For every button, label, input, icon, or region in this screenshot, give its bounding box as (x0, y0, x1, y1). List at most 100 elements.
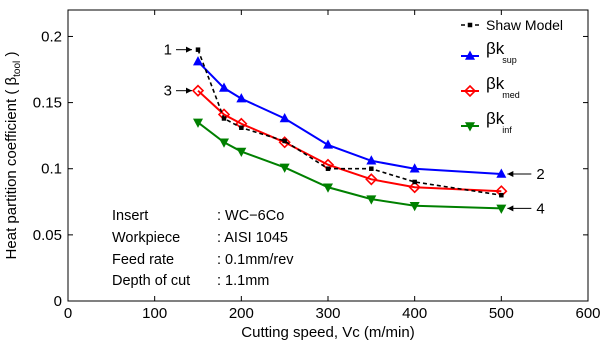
series-line (197, 60, 502, 176)
callout-3: 3 (164, 83, 192, 100)
series-line (197, 89, 502, 193)
legend-swatch-marker (465, 122, 475, 132)
info-row: Workpiece : AISI 1045 (112, 230, 288, 246)
legend-label-main: βk (486, 74, 505, 93)
callout-arrowhead (186, 87, 192, 94)
y-tick-label: 0.2 (41, 28, 62, 45)
series-line (197, 49, 502, 196)
callout-2: 2 (507, 166, 545, 183)
legend-item-2: βk med (461, 74, 520, 100)
info-row: Feed rate : 0.1mm/rev (112, 252, 294, 268)
data-point (323, 139, 333, 149)
y-tick-label: 0 (54, 293, 62, 310)
info-key: Depth of cut (112, 273, 190, 289)
callout-label: 1 (164, 42, 172, 59)
legend-item-1: βk sup (461, 39, 517, 65)
data-point (365, 173, 378, 186)
series-1 (193, 56, 507, 178)
annotations: 1 3 2 4 (164, 42, 545, 218)
data-point (408, 181, 421, 194)
info-row: Insert : WC−6Co (112, 208, 284, 224)
data-point (496, 168, 507, 178)
y-tick-label: 0.1 (41, 161, 62, 178)
data-point (239, 125, 244, 130)
axes: 0 100 200 300 400 500 600 0 0.05 0.1 0.15 0.2 Cuttin… (3, 9, 601, 340)
callout-arrowhead (507, 205, 514, 212)
x-tick-label: 500 (489, 305, 514, 322)
data-point (221, 116, 227, 121)
legend-swatch-marker (463, 84, 477, 98)
y-axis-title-main: Heat partition coefficient ( β (3, 76, 20, 259)
data-point (369, 166, 374, 171)
x-tick-label: 300 (315, 305, 340, 322)
legend-label: Shaw Model (486, 17, 563, 33)
info-value: : AISI 1045 (217, 230, 288, 246)
x-tick-label: 400 (402, 305, 427, 322)
legend-swatch-marker (465, 50, 475, 60)
info-key: Feed rate (112, 252, 174, 268)
data-point (193, 56, 203, 66)
data-point (409, 163, 420, 173)
callout-4: 4 (507, 200, 545, 217)
data-point (279, 112, 290, 123)
info-key: Workpiece (112, 230, 180, 246)
info-row: Depth of cut : 1.1mm (112, 273, 269, 289)
legend-label-sub: inf (502, 125, 512, 135)
callout-arrowhead (507, 171, 514, 178)
info-value: : WC−6Co (217, 208, 284, 224)
data-point (191, 84, 205, 97)
y-tick-label: 0.15 (33, 95, 62, 112)
x-tick-label: 600 (575, 305, 600, 322)
legend-label: βk med (486, 74, 520, 100)
legend-label-main: βk (486, 39, 505, 58)
data-point (412, 179, 417, 185)
legend-item-0: Shaw Model (461, 17, 563, 33)
legend-label: βk inf (486, 109, 512, 135)
x-axis-title: Cutting speed, Vc (m/min) (241, 324, 414, 340)
legend-item-3: βk inf (461, 109, 512, 135)
series-layer (191, 47, 508, 214)
data-point (236, 93, 247, 103)
data-point (219, 138, 229, 148)
callout-arrowhead (186, 46, 192, 53)
x-tick-label: 100 (142, 305, 167, 322)
data-point (409, 202, 420, 212)
callout-label: 3 (164, 83, 172, 100)
experiment-info-box: Insert : WC−6Co Workpiece : AISI 1045 Feed r… (112, 208, 294, 289)
callout-label: 2 (536, 166, 544, 183)
data-point (193, 118, 203, 128)
data-point (499, 192, 504, 198)
callout-1: 1 (164, 42, 192, 59)
y-tick-label: 0.05 (33, 227, 62, 244)
data-point (323, 183, 333, 193)
legend-label-sub: med (502, 90, 520, 100)
x-tick-label: 200 (229, 305, 254, 322)
series-0 (195, 47, 504, 198)
info-value: : 0.1mm/rev (217, 252, 294, 268)
legend-label-main: βk (486, 109, 505, 128)
data-point (195, 47, 201, 52)
data-point (366, 195, 377, 205)
data-point (236, 147, 247, 158)
data-point (219, 82, 229, 92)
info-key: Insert (112, 208, 148, 224)
data-point (496, 204, 507, 214)
y-axis-title: Heat partition coefficient ( βtool ) (3, 52, 23, 260)
info-value: : 1.1mm (217, 273, 269, 289)
x-tick-label: 0 (64, 305, 72, 322)
data-point (282, 138, 287, 144)
legend-label-main: Shaw Model (486, 17, 563, 33)
legend-swatch-marker (467, 22, 473, 28)
series-3 (193, 118, 507, 214)
legend-label-sub: sup (502, 55, 517, 65)
data-point (325, 166, 331, 171)
y-axis-title-sub: tool (12, 61, 23, 77)
legend-label: βk sup (486, 39, 517, 65)
callout-label: 4 (536, 200, 544, 217)
series-line (197, 121, 502, 210)
data-point (366, 155, 377, 165)
data-point (279, 163, 290, 173)
y-axis-title-end: ) (3, 52, 20, 61)
